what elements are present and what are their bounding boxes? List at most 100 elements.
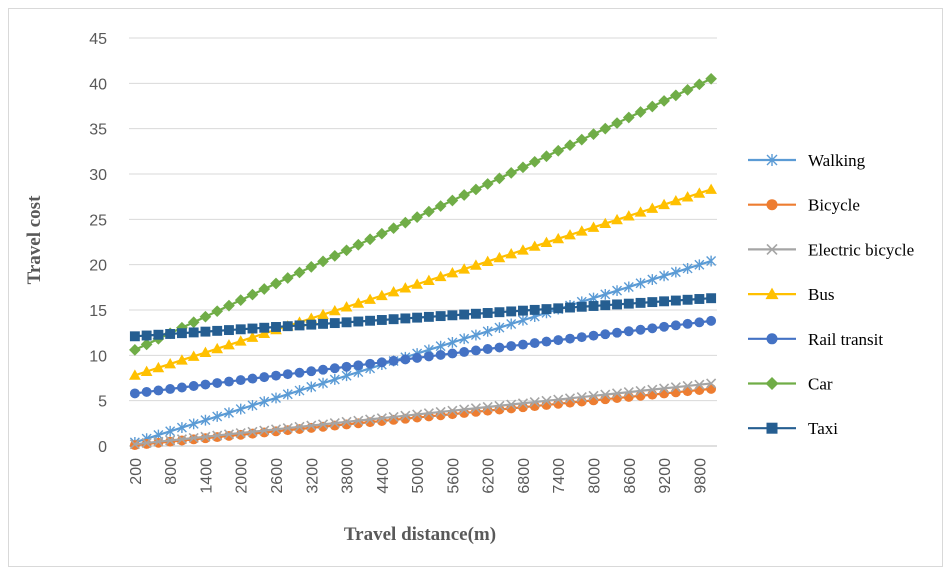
data-point bbox=[636, 298, 646, 308]
x-tick-label: 6200 bbox=[481, 458, 498, 494]
data-point bbox=[517, 161, 529, 173]
data-point bbox=[424, 312, 434, 322]
data-point bbox=[271, 322, 281, 332]
data-point bbox=[530, 338, 540, 348]
data-point bbox=[706, 384, 716, 394]
data-point bbox=[270, 278, 282, 290]
data-point bbox=[470, 184, 482, 196]
data-point bbox=[295, 320, 305, 330]
y-tick-label: 40 bbox=[89, 76, 107, 93]
data-point bbox=[189, 381, 199, 391]
data-point bbox=[248, 324, 258, 334]
data-point bbox=[142, 387, 152, 397]
data-point bbox=[530, 305, 540, 315]
data-point bbox=[659, 296, 669, 306]
data-point bbox=[353, 317, 363, 327]
data-point bbox=[365, 359, 375, 369]
data-point bbox=[224, 377, 234, 387]
series-line bbox=[135, 383, 711, 444]
data-point bbox=[482, 178, 494, 190]
data-point bbox=[400, 217, 412, 229]
data-point bbox=[377, 315, 387, 325]
data-point bbox=[611, 117, 623, 129]
data-point bbox=[329, 250, 341, 262]
data-point bbox=[541, 150, 553, 162]
y-tick-label: 30 bbox=[89, 167, 107, 184]
data-point bbox=[658, 95, 670, 107]
x-tick-label: 6800 bbox=[516, 458, 533, 494]
data-point bbox=[694, 294, 704, 304]
data-point bbox=[212, 326, 222, 336]
data-point bbox=[317, 256, 329, 268]
data-point bbox=[706, 293, 716, 303]
y-tick-label: 0 bbox=[98, 439, 107, 456]
legend: WalkingBicycleElectric bicycleBusRail tr… bbox=[748, 151, 914, 438]
legend-label: Rail transit bbox=[808, 330, 883, 349]
series-group bbox=[129, 73, 717, 450]
legend-label: Electric bicycle bbox=[808, 240, 914, 259]
x-tick-label: 3200 bbox=[304, 458, 321, 494]
x-tick-label: 8000 bbox=[587, 458, 604, 494]
data-point bbox=[588, 128, 600, 140]
data-point bbox=[177, 328, 187, 338]
data-point bbox=[647, 323, 657, 333]
data-point bbox=[283, 321, 293, 331]
y-tick-label: 25 bbox=[89, 212, 107, 229]
data-point bbox=[706, 316, 716, 326]
y-tick-labels: 051015202530354045 bbox=[89, 31, 107, 456]
x-tick-label: 800 bbox=[163, 458, 180, 485]
data-point bbox=[165, 329, 175, 339]
data-point bbox=[635, 106, 647, 118]
data-point bbox=[212, 432, 222, 442]
data-point bbox=[389, 314, 399, 324]
legend-marker bbox=[766, 377, 779, 390]
data-point bbox=[435, 200, 447, 212]
y-tick-label: 45 bbox=[89, 31, 107, 48]
data-point bbox=[600, 329, 610, 339]
data-point bbox=[248, 429, 258, 439]
data-point bbox=[259, 372, 269, 382]
y-tick-label: 20 bbox=[89, 258, 107, 275]
legend-label: Walking bbox=[808, 151, 866, 170]
x-axis-title: Travel distance(m) bbox=[344, 524, 496, 545]
x-tick-label: 1400 bbox=[198, 458, 215, 494]
data-point bbox=[483, 344, 493, 354]
data-point bbox=[694, 385, 704, 395]
y-tick-label: 5 bbox=[98, 394, 107, 411]
data-point bbox=[671, 320, 681, 330]
data-point bbox=[258, 283, 270, 295]
x-tick-label: 3800 bbox=[340, 458, 357, 494]
data-point bbox=[342, 317, 352, 327]
data-point bbox=[624, 326, 634, 336]
data-point bbox=[341, 244, 353, 256]
data-point bbox=[188, 316, 200, 328]
data-point bbox=[565, 303, 575, 313]
data-point bbox=[424, 351, 434, 361]
data-point bbox=[200, 311, 212, 323]
data-point bbox=[589, 301, 599, 311]
data-point bbox=[353, 360, 363, 370]
data-point bbox=[259, 323, 269, 333]
data-point bbox=[211, 305, 223, 317]
data-point bbox=[153, 330, 163, 340]
data-point bbox=[294, 267, 306, 279]
data-point bbox=[236, 430, 246, 440]
data-point bbox=[483, 308, 493, 318]
data-point bbox=[283, 369, 293, 379]
data-point bbox=[318, 365, 328, 375]
data-point bbox=[306, 366, 316, 376]
data-point bbox=[458, 189, 470, 201]
data-point bbox=[577, 332, 587, 342]
data-point bbox=[647, 390, 657, 400]
data-point bbox=[400, 354, 410, 364]
legend-marker bbox=[767, 333, 778, 344]
data-point bbox=[224, 431, 234, 441]
data-point bbox=[306, 320, 316, 330]
data-point bbox=[646, 101, 658, 113]
data-point bbox=[447, 310, 457, 320]
data-point bbox=[683, 386, 693, 396]
data-point bbox=[600, 300, 610, 310]
data-point bbox=[694, 317, 704, 327]
data-point bbox=[400, 313, 410, 323]
